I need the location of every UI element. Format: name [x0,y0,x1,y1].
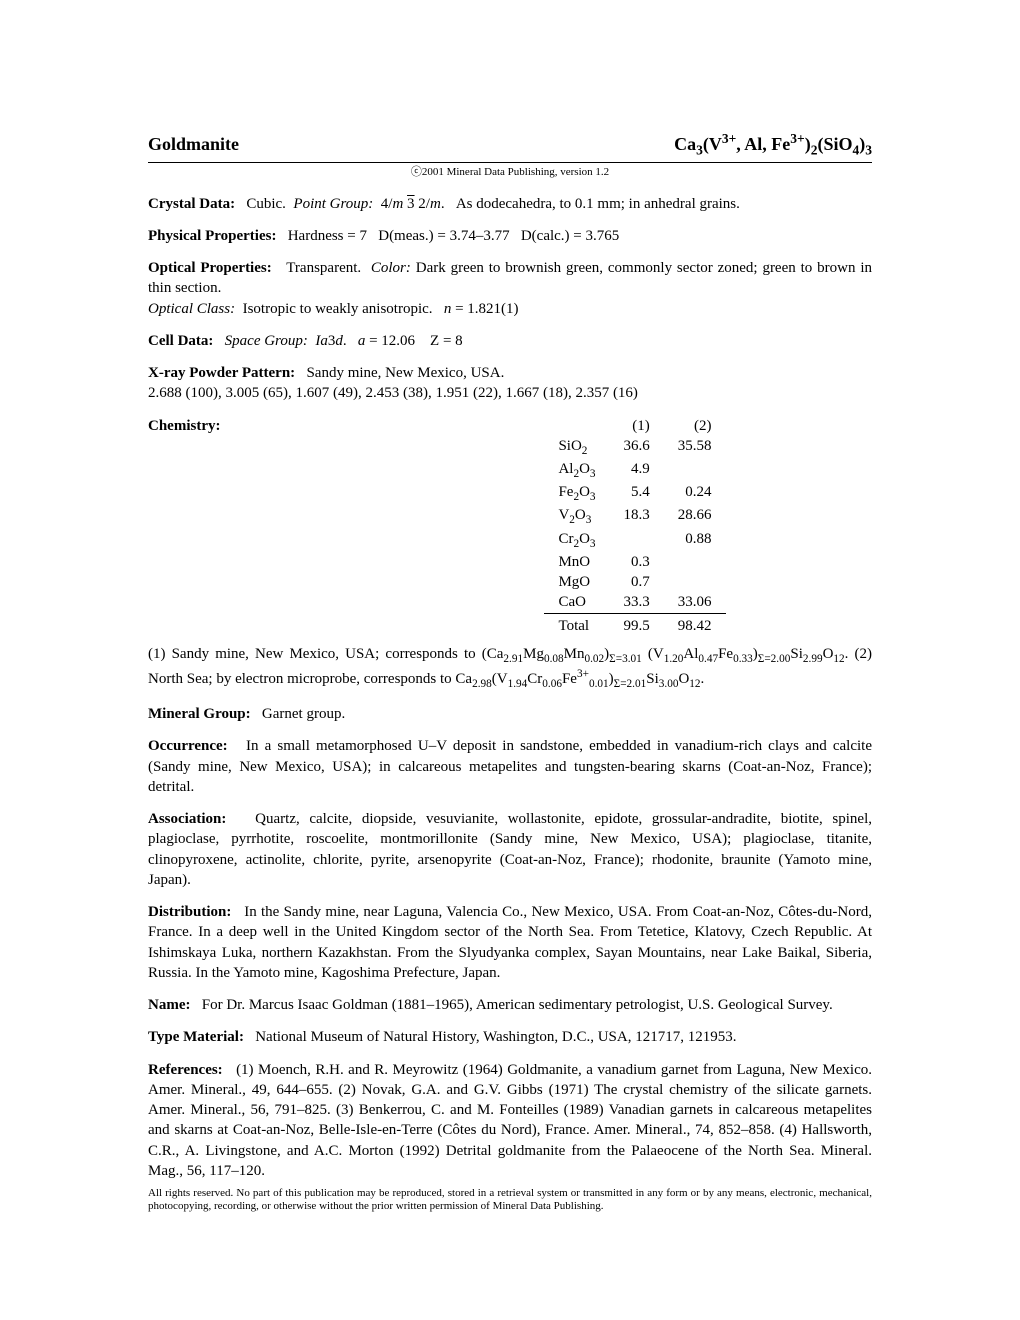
table-cell: 0.24 [664,482,726,505]
table-cell: 33.06 [664,592,726,613]
section-content: Garnet group. [262,706,345,722]
table-cell [664,459,726,482]
table-cell [664,572,726,592]
section-label: Occurrence: [148,738,228,754]
table-row: Fe2O35.40.24 [544,482,725,505]
chemical-formula: Ca3(V3+, Al, Fe3+)2(SiO4)3 [674,130,872,160]
section-label: Crystal Data: [148,196,235,212]
chemistry-table: (1)(2)SiO236.635.58Al2O34.9Fe2O35.40.24V… [544,416,725,636]
table-row: Cr2O3 0.88 [544,529,725,552]
table-cell: V2O3 [544,505,609,528]
section-content: National Museum of Natural History, Wash… [255,1029,736,1045]
section-label: Type Material: [148,1029,244,1045]
table-cell: 36.6 [610,436,664,459]
table-cell: 4.9 [610,459,664,482]
table-cell: 5.4 [610,482,664,505]
table-row: SiO236.635.58 [544,436,725,459]
mineral-name: Goldmanite [148,132,239,156]
chemistry-footnote: (1) Sandy mine, New Mexico, USA; corresp… [148,644,872,692]
chemistry-section: Chemistry: (1)(2)SiO236.635.58Al2O34.9Fe… [148,416,872,693]
references-section: References: (1) Moench, R.H. and R. Meyr… [148,1060,872,1182]
table-cell: 0.3 [610,552,664,572]
section-label: Distribution: [148,904,231,920]
section-label: Association: [148,811,226,827]
xray-section: X-ray Powder Pattern: Sandy mine, New Me… [148,363,872,404]
mineral-group-section: Mineral Group: Garnet group. [148,704,872,724]
section-content: Cubic. Point Group: 4/m 3 2/m. As dodeca… [246,196,740,212]
table-cell: 18.3 [610,505,664,528]
table-header-cell: (2) [664,416,726,436]
table-cell: SiO2 [544,436,609,459]
table-cell: 0.7 [610,572,664,592]
table-cell: 98.42 [664,613,726,636]
section-content: Hardness = 7 D(meas.) = 3.74–3.77 D(calc… [276,228,619,244]
section-label: Optical Properties: [148,260,272,276]
table-header-cell [544,416,609,436]
table-cell: 33.3 [610,592,664,613]
table-cell: Total [544,613,609,636]
table-row: MnO0.3 [544,552,725,572]
table-cell [664,552,726,572]
association-section: Association: Quartz, calcite, diopside, … [148,809,872,890]
table-cell: Al2O3 [544,459,609,482]
crystal-data-section: Crystal Data: Cubic. Point Group: 4/m 3 … [148,194,872,214]
distribution-section: Distribution: In the Sandy mine, near La… [148,902,872,983]
table-cell: CaO [544,592,609,613]
section-label: Chemistry: [148,416,398,436]
type-material-section: Type Material: National Museum of Natura… [148,1027,872,1047]
table-cell: 0.88 [664,529,726,552]
section-label: Mineral Group: [148,706,251,722]
section-content: In a small metamorphosed U–V deposit in … [148,738,872,795]
table-cell [610,529,664,552]
section-content: Space Group: Ia3d. a = 12.06 Z = 8 [225,333,463,349]
table-row: V2O318.328.66 [544,505,725,528]
section-content: For Dr. Marcus Isaac Goldman (1881–1965)… [202,997,833,1013]
cell-data-section: Cell Data: Space Group: Ia3d. a = 12.06 … [148,331,872,351]
table-row: MgO0.7 [544,572,725,592]
optical-section: Optical Properties: Transparent. Color: … [148,258,872,319]
section-label: X-ray Powder Pattern: [148,365,295,381]
table-cell: Fe2O3 [544,482,609,505]
table-cell: Cr2O3 [544,529,609,552]
footer-rights: All rights reserved. No part of this pub… [148,1187,872,1213]
section-label: Cell Data: [148,333,213,349]
table-cell: MgO [544,572,609,592]
table-row: CaO33.333.06 [544,592,725,613]
title-header: Goldmanite Ca3(V3+, Al, Fe3+)2(SiO4)3 [148,130,872,163]
section-label: Physical Properties: [148,228,276,244]
table-cell: 28.66 [664,505,726,528]
occurrence-section: Occurrence: In a small metamorphosed U–V… [148,736,872,797]
table-cell: 99.5 [610,613,664,636]
section-content: (1) Moench, R.H. and R. Meyrowitz (1964)… [148,1062,872,1179]
section-label: References: [148,1062,223,1078]
table-total-row: Total99.598.42 [544,613,725,636]
section-label: Name: [148,997,190,1013]
copyright-line: ⓒ2001 Mineral Data Publishing, version 1… [148,165,872,180]
name-section: Name: For Dr. Marcus Isaac Goldman (1881… [148,995,872,1015]
table-cell: MnO [544,552,609,572]
section-content: In the Sandy mine, near Laguna, Valencia… [148,904,872,981]
table-header-cell: (1) [610,416,664,436]
section-content: Quartz, calcite, diopside, vesuvianite, … [148,811,872,888]
physical-section: Physical Properties: Hardness = 7 D(meas… [148,226,872,246]
table-cell: 35.58 [664,436,726,459]
table-row: Al2O34.9 [544,459,725,482]
